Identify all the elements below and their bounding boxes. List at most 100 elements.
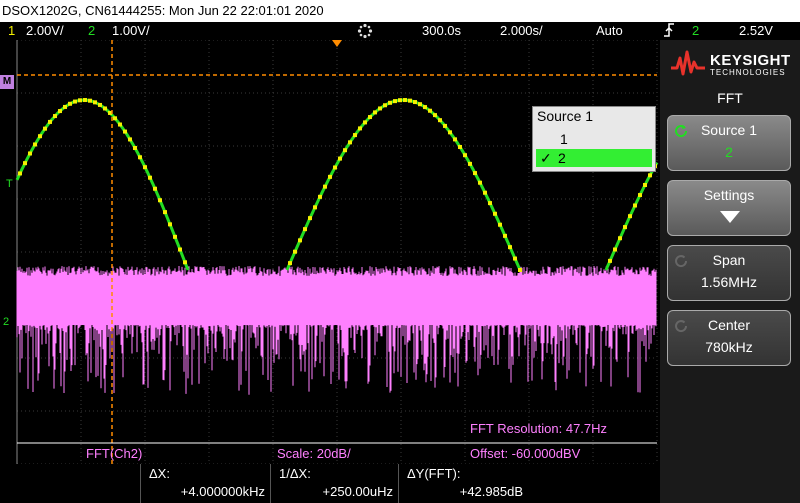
ch1-trace-dot bbox=[118, 122, 122, 127]
ch1-trace-dot bbox=[128, 137, 132, 142]
ch2-number[interactable]: 2 bbox=[88, 23, 96, 38]
ch1-trace-dot bbox=[173, 234, 177, 239]
ch1-trace-dot bbox=[288, 261, 292, 266]
ch1-trace-dot bbox=[88, 98, 92, 103]
submenu-arrow-icon bbox=[720, 211, 740, 223]
ch1-trace-dot bbox=[323, 184, 327, 189]
ch1-trace-dot bbox=[108, 110, 112, 115]
ch1-trace-dot bbox=[423, 105, 427, 110]
ch1-trace-dot bbox=[33, 142, 37, 147]
ch1-trace-dot bbox=[48, 119, 52, 124]
time-delay[interactable]: 300.0s bbox=[422, 23, 462, 38]
ch1-trace-dot bbox=[518, 268, 522, 272]
ch1-trace-dot bbox=[453, 137, 457, 142]
ch1-trace-dot bbox=[448, 130, 452, 135]
ch1-trace-dot bbox=[333, 165, 337, 170]
delta-x-label: ΔX: bbox=[149, 466, 170, 481]
fft-offset[interactable]: Offset: -60.000dBV bbox=[470, 446, 581, 461]
ch1-trace-dot bbox=[618, 236, 622, 241]
ch1-trace-dot bbox=[138, 155, 142, 160]
trigger-edge-icon bbox=[663, 22, 675, 43]
ch1-trace-dot bbox=[443, 123, 447, 128]
delta-x-cell: ΔX: +4.000000kHz bbox=[140, 464, 271, 503]
inverse-delta-x-cell: 1/ΔX: +250.00uHz bbox=[270, 464, 399, 503]
source1-label: Source 1 bbox=[700, 122, 758, 138]
math-marker[interactable]: M bbox=[0, 75, 14, 89]
ch1-trace-dot bbox=[368, 115, 372, 120]
ch1-trace-dot bbox=[168, 222, 172, 227]
window-title: DSOX1202G, CN61444255: Mon Jun 22 22:01:… bbox=[0, 0, 800, 22]
status-bar: 1 2.00V/ 2 1.00V/ 300.0s 2.000s/ Auto 2 … bbox=[0, 22, 800, 40]
ch1-trace-dot bbox=[463, 153, 467, 158]
ch1-trace-dot bbox=[628, 214, 632, 219]
trigger-source[interactable]: 2 bbox=[692, 23, 700, 38]
checkmark-icon: ✓ bbox=[540, 150, 552, 166]
fft-scale[interactable]: Scale: 20dB/ bbox=[277, 446, 351, 461]
keysight-wave-icon bbox=[671, 50, 705, 76]
fft-source[interactable]: FFT(Ch2) bbox=[86, 446, 143, 461]
ch1-trace-dot bbox=[408, 98, 412, 103]
ch1-trace-dot bbox=[398, 98, 402, 103]
ch1-trace-dot bbox=[383, 103, 387, 108]
ch1-trace-dot bbox=[638, 193, 642, 198]
ch1-trace-dot bbox=[348, 140, 352, 145]
ch1-trace-dot bbox=[393, 99, 397, 104]
ch1-trace-dot bbox=[38, 134, 42, 139]
ch1-scale[interactable]: 2.00V/ bbox=[26, 23, 64, 38]
ch1-trace-dot bbox=[103, 106, 107, 111]
ch1-trace-dot bbox=[158, 198, 162, 203]
ch1-trace-dot bbox=[328, 174, 332, 179]
source1-softkey[interactable]: Source 1 2 bbox=[667, 115, 791, 171]
ch1-trace-dot bbox=[608, 258, 612, 263]
trigger-mode[interactable]: Auto bbox=[596, 23, 623, 38]
popup-option-1[interactable]: 1 bbox=[560, 131, 568, 147]
delta-y-cell: ΔY(FFT): +42.985dB bbox=[398, 464, 529, 503]
ch1-trace-dot bbox=[473, 171, 477, 176]
ch1-trace-dot bbox=[438, 118, 442, 123]
delta-y-value: +42.985dB bbox=[459, 484, 523, 499]
delta-y-label: ΔY(FFT): bbox=[407, 466, 461, 481]
trigger-level-marker[interactable]: T bbox=[6, 178, 13, 190]
popup-title: Source 1 bbox=[537, 108, 594, 124]
ch1-trace-dot bbox=[633, 203, 637, 208]
ch1-trace-dot bbox=[303, 227, 307, 232]
ch1-trace-dot bbox=[468, 161, 472, 166]
span-value: 1.56MHz bbox=[700, 274, 758, 290]
ch1-number[interactable]: 1 bbox=[8, 23, 16, 38]
ch1-trace-dot bbox=[133, 145, 137, 150]
ch1-trace-dot bbox=[153, 186, 157, 191]
ch1-trace-dot bbox=[483, 190, 487, 195]
ch1-trace-dot bbox=[413, 100, 417, 105]
inverse-delta-x-value: +250.00uHz bbox=[322, 484, 393, 499]
waveform-display[interactable]: M T 2 FFT Resolution: 47.7Hz bbox=[0, 40, 660, 464]
ch1-trace-dot bbox=[623, 225, 627, 230]
ch1-trace-dot bbox=[28, 151, 32, 156]
trigger-level[interactable]: 2.52V bbox=[739, 23, 773, 38]
ch2-scale[interactable]: 1.00V/ bbox=[112, 23, 150, 38]
ch1-trace-dot bbox=[613, 247, 617, 252]
inverse-delta-x-label: 1/ΔX: bbox=[279, 466, 311, 481]
ch1-trace-dot bbox=[63, 104, 67, 109]
ch1-trace-dot bbox=[293, 249, 297, 254]
center-softkey[interactable]: Center 780kHz bbox=[667, 310, 791, 366]
ch1-trace-dot bbox=[343, 148, 347, 153]
settings-softkey[interactable]: Settings bbox=[667, 180, 791, 236]
span-softkey[interactable]: Span 1.56MHz bbox=[667, 245, 791, 301]
settings-label: Settings bbox=[703, 187, 755, 203]
trigger-position-marker bbox=[332, 40, 342, 47]
popup-option-2[interactable]: ✓ 2 bbox=[536, 149, 652, 167]
ch1-trace-dot bbox=[388, 100, 392, 105]
ch1-trace-dot bbox=[308, 216, 312, 221]
ch2-ground-marker[interactable]: 2 bbox=[3, 316, 10, 328]
ch1-trace-dot bbox=[123, 129, 127, 134]
entry-knob-icon bbox=[675, 255, 688, 268]
time-scale[interactable]: 2.000s/ bbox=[500, 23, 543, 38]
ch1-trace-dot bbox=[298, 238, 302, 243]
menu-title: FFT bbox=[717, 90, 743, 106]
ch1-trace-dot bbox=[43, 126, 47, 131]
entry-knob-icon bbox=[675, 125, 688, 138]
run-status-icon bbox=[357, 23, 373, 44]
span-label: Span bbox=[712, 252, 746, 268]
ch1-trace-dot bbox=[183, 260, 187, 265]
ch1-trace-dot bbox=[403, 98, 407, 103]
